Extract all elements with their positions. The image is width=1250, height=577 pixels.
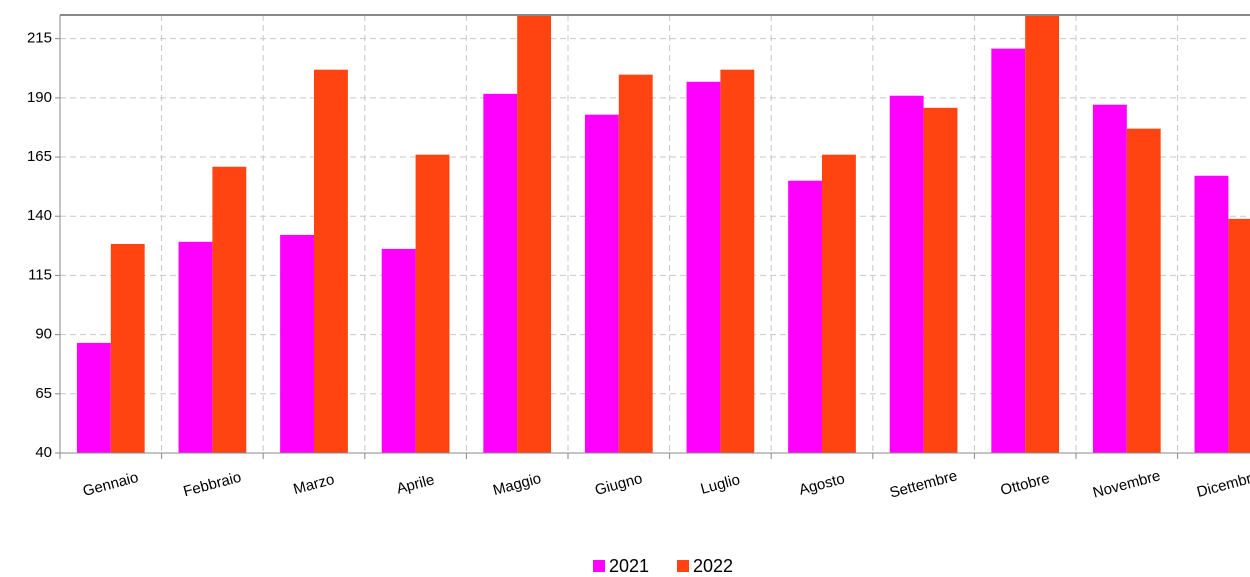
bar (110, 243, 145, 453)
legend-swatch (593, 560, 605, 572)
bar (788, 180, 822, 453)
legend-swatch (677, 560, 689, 572)
bar (720, 69, 755, 453)
bar (991, 48, 1026, 453)
x-tick-label: Ottobre (999, 470, 1052, 499)
bar (280, 234, 314, 453)
bar (923, 107, 958, 453)
bar (178, 241, 213, 453)
bar (212, 166, 247, 453)
bar (314, 69, 348, 453)
x-tick-label: Giugno (593, 470, 644, 499)
x-tick-label: Dicembre (1195, 468, 1250, 501)
bar (822, 154, 856, 453)
x-tick-label: Aprile (395, 471, 436, 497)
bar (1025, 15, 1060, 453)
x-tick-label: Maggio (491, 470, 543, 499)
bar (889, 95, 924, 453)
bar (686, 81, 721, 453)
x-tick-label: Agosto (797, 470, 847, 499)
y-tick-label: 65 (35, 385, 52, 402)
x-tick-label: Luglio (699, 471, 742, 498)
bar (415, 154, 450, 453)
bar (1092, 104, 1127, 453)
bar (584, 114, 619, 453)
bar (1194, 175, 1229, 453)
y-tick-label: 40 (35, 444, 52, 461)
y-tick-label: 140 (27, 207, 52, 224)
y-tick-label: 190 (27, 89, 52, 106)
bar (381, 248, 416, 453)
y-tick-label: 115 (28, 266, 52, 283)
x-tick-label: Settembre (888, 467, 959, 501)
y-tick-label: 215 (27, 30, 52, 47)
bar (76, 342, 111, 453)
x-tick-label: Marzo (292, 471, 337, 498)
bar (483, 93, 518, 453)
bar (1228, 218, 1250, 453)
x-tick-label: Febbraio (181, 469, 243, 501)
bars (76, 15, 1250, 453)
bar (517, 15, 552, 453)
legend-label: 2022 (693, 556, 733, 576)
x-tick-label: Gennaio (81, 469, 140, 500)
x-tick-label: Novembre (1091, 467, 1162, 501)
legend-label: 2021 (609, 556, 649, 576)
bar (618, 74, 653, 453)
y-tick-label: 165 (27, 148, 52, 165)
y-tick-label: 90 (35, 326, 52, 343)
bar (1126, 128, 1161, 453)
